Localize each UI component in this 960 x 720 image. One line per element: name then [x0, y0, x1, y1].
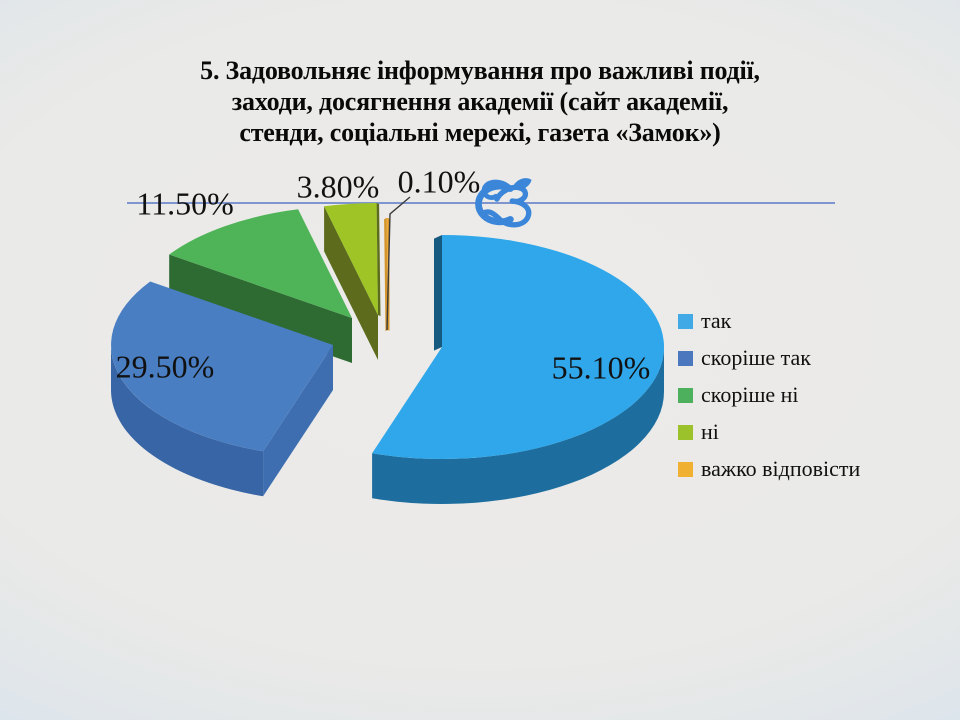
legend-label: так [701, 308, 732, 333]
pie-wall [372, 347, 664, 504]
legend-item: так [678, 308, 860, 333]
legend-item: скоріше ні [678, 382, 860, 407]
legend-swatch [678, 313, 693, 329]
pie-cut-face [263, 345, 333, 497]
pie-wall [111, 345, 264, 497]
pie-top [372, 234, 665, 459]
legend-item: важко відповісти [678, 456, 861, 481]
legend-swatch [678, 461, 693, 477]
slice-value-label: 0.10% [397, 163, 481, 200]
pie-cut-face [324, 206, 378, 360]
legend-swatch [678, 424, 693, 440]
legend-label: важко відповісти [701, 456, 861, 481]
pie-edge-face [376, 203, 381, 317]
legend-item: скоріше так [678, 345, 860, 370]
legend-label: ні [701, 419, 719, 444]
flourish-ornament-icon [452, 176, 534, 230]
pie-top [169, 209, 352, 318]
slide-title: 5. Задовольняє інформування про важливі … [200, 56, 760, 147]
slice-value-label: 11.50% [136, 185, 234, 222]
pie-top [111, 281, 334, 452]
slice-value-label: 3.80% [296, 168, 380, 205]
slice-value-label: 29.50% [115, 348, 215, 385]
legend: так скоріше так скоріше ні ні важко відповіс… [678, 308, 861, 494]
label-leader-line [386, 196, 411, 331]
pie-top [324, 203, 378, 315]
legend-swatch [678, 387, 693, 403]
slice-value-label: 55.10% [551, 349, 651, 386]
legend-label: скоріше ні [701, 382, 799, 407]
legend-label: скоріше так [701, 345, 811, 370]
legend-swatch [678, 350, 693, 366]
legend-item: ні [678, 419, 860, 444]
pie-top [386, 217, 388, 330]
pie-edge-face [434, 235, 442, 351]
